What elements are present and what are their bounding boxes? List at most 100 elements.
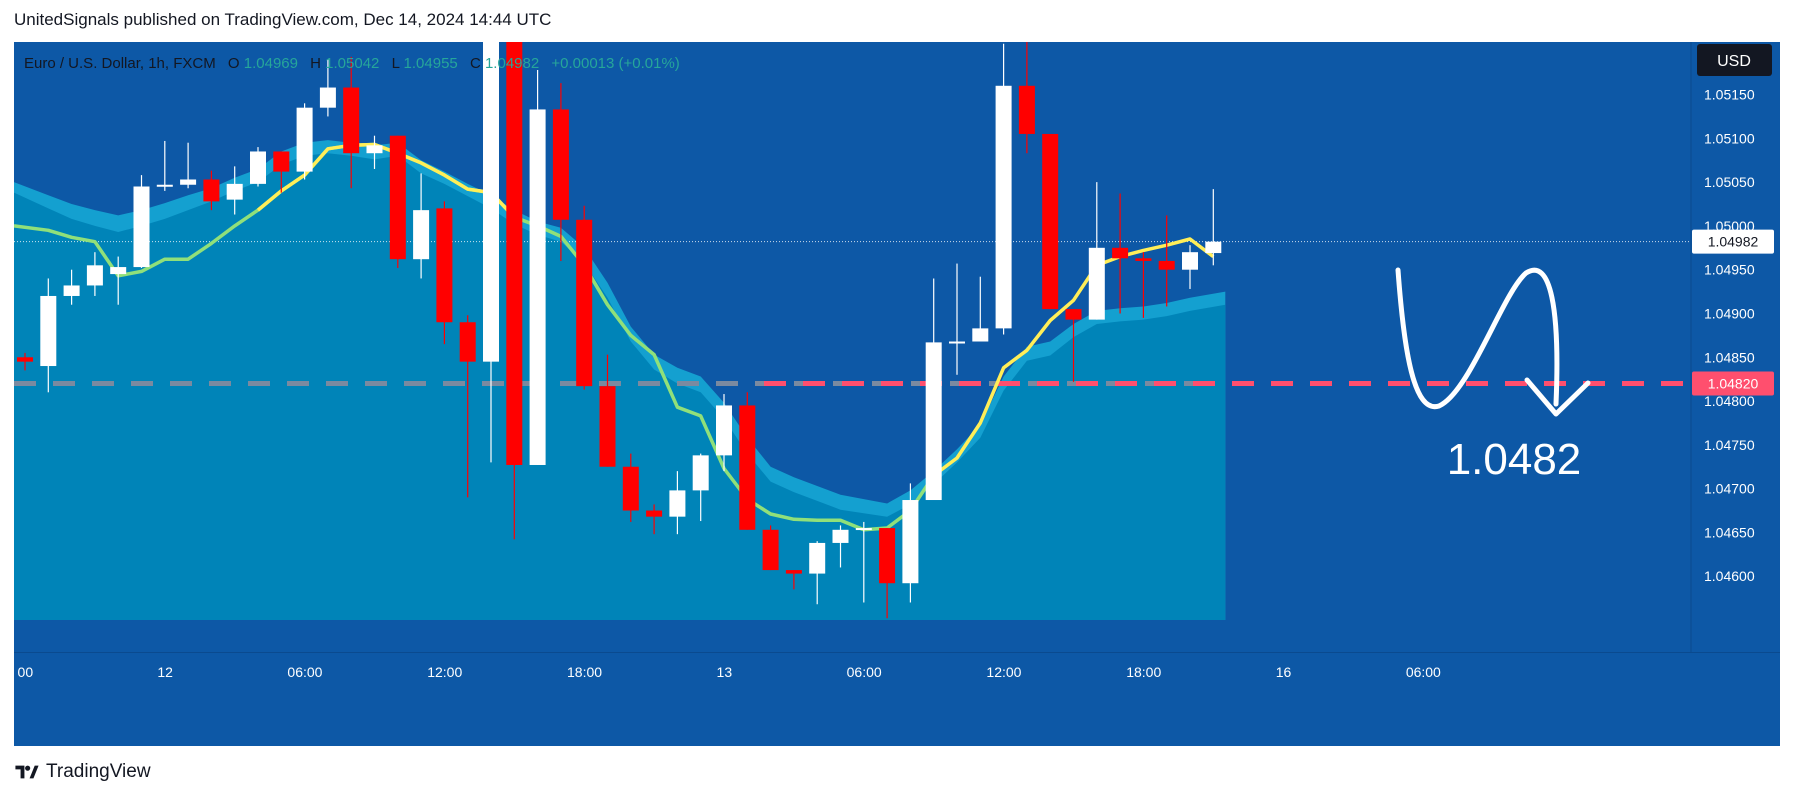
candle <box>40 278 57 393</box>
tradingview-footer: TradingView <box>14 760 151 784</box>
arrowhead <box>1524 377 1591 417</box>
candle <box>366 135 383 169</box>
candle <box>389 135 406 268</box>
candle <box>1205 189 1222 266</box>
candle <box>436 201 453 345</box>
price-chart[interactable]: 1.0482 Euro / U.S. Dollar, 1h, FXCM O 1.… <box>13 24 1780 652</box>
candle <box>110 256 127 305</box>
ema-yellow-upper-segment <box>256 142 516 219</box>
time-axis[interactable]: 00 12 06:00 12:00 18:00 13 06:00 12:00 18:00 16 06… <box>14 652 1780 688</box>
price-tick-label: 1.04950 <box>1704 262 1755 278</box>
time-tick-label: 06:00 <box>287 664 322 680</box>
price-ticks: 1.051501.051001.050501.050001.049501.049… <box>1704 87 1755 585</box>
price-tick-label: 1.04650 <box>1704 524 1755 540</box>
last-price-badge: 1.04982 <box>1692 229 1774 254</box>
candle <box>250 147 266 187</box>
brand-label: TradingView <box>46 761 151 782</box>
time-tick-label: 12 <box>157 664 173 680</box>
projection-path <box>1395 267 1560 410</box>
currency-badge[interactable]: USD <box>1697 44 1772 76</box>
candle <box>506 24 523 540</box>
l-label: L <box>392 55 400 72</box>
candle <box>646 504 663 535</box>
svg-text:1.04982: 1.04982 <box>1708 234 1759 250</box>
price-badges: 1.04982 1.04820 <box>1692 229 1774 396</box>
candle <box>1182 245 1198 289</box>
candle <box>319 59 336 117</box>
h-value: 1.05042 <box>325 55 379 72</box>
time-tick-label: 00 <box>18 664 34 680</box>
candle <box>1018 33 1035 154</box>
candle <box>1088 182 1105 320</box>
price-tick-label: 1.05150 <box>1704 87 1755 103</box>
candle <box>1135 252 1152 318</box>
chart-area[interactable]: 1.0482 Euro / U.S. Dollar, 1h, FXCM O 1.… <box>13 24 1780 746</box>
candle <box>622 453 639 522</box>
candle <box>343 56 360 189</box>
price-tick-label: 1.04700 <box>1704 481 1755 497</box>
time-tick-label: 06:00 <box>1406 664 1441 680</box>
candle <box>180 142 197 189</box>
ma-band <box>14 140 1226 620</box>
target-annotation: 1.0482 <box>1447 435 1582 484</box>
candle <box>692 453 709 522</box>
currency-label: USD <box>1717 53 1751 70</box>
candle <box>86 252 103 296</box>
time-tick-label: 12:00 <box>986 664 1021 680</box>
candle <box>739 392 756 530</box>
candle <box>459 315 476 498</box>
candle <box>949 263 965 375</box>
ohlc-legend: Euro / U.S. Dollar, 1h, FXCM O 1.04969 H… <box>24 55 680 72</box>
candle <box>552 83 569 261</box>
o-label: O <box>228 55 240 72</box>
candle <box>879 528 896 619</box>
candle <box>133 175 150 268</box>
o-value: 1.04969 <box>244 55 298 72</box>
time-tick-label: 06:00 <box>847 664 882 680</box>
c-label: C <box>470 55 481 72</box>
candle <box>156 140 173 191</box>
time-tick-label: 13 <box>717 664 733 680</box>
price-tick-label: 1.04750 <box>1704 437 1755 453</box>
price-axis[interactable] <box>1690 42 1780 652</box>
tradingview-logo-icon <box>15 765 39 779</box>
price-tick-label: 1.04600 <box>1704 568 1755 584</box>
candle <box>599 354 616 467</box>
svg-text:Euro / U.S. Dollar, 1h, FXCM: Euro / U.S. Dollar, 1h, FXCM O 1.04969 H… <box>24 55 680 72</box>
price-tick-label: 1.04800 <box>1704 393 1755 409</box>
price-tick-label: 1.04900 <box>1704 305 1755 321</box>
price-tick-label: 1.05050 <box>1704 174 1755 190</box>
candle <box>273 151 290 193</box>
symbol-label: Euro / U.S. Dollar, 1h, FXCM <box>24 55 216 72</box>
price-tick-label: 1.04850 <box>1704 349 1755 365</box>
candle <box>762 525 779 571</box>
candle <box>203 170 220 211</box>
price-tick-label: 1.05100 <box>1704 130 1755 146</box>
candle <box>413 173 430 279</box>
publisher-line: UnitedSignals published on TradingView.c… <box>14 10 552 29</box>
time-tick-label: 18:00 <box>1126 664 1161 680</box>
candle <box>63 269 80 305</box>
time-tick-label: 12:00 <box>427 664 462 680</box>
candle <box>576 205 593 390</box>
candle <box>296 103 313 180</box>
candles <box>17 24 1222 619</box>
candle <box>809 541 826 605</box>
candle <box>1112 193 1129 314</box>
candle <box>832 525 849 568</box>
candle <box>995 43 1012 335</box>
price-axis-background <box>1691 42 1780 652</box>
l-value: 1.04955 <box>404 55 458 72</box>
price-level-badge: 1.04820 <box>1692 371 1774 396</box>
time-tick-label: 18:00 <box>567 664 602 680</box>
time-tick-label: 16 <box>1276 664 1292 680</box>
svg-text:1.04820: 1.04820 <box>1708 376 1759 392</box>
change-value: +0.00013 (+0.01%) <box>551 55 679 72</box>
c-value: 1.04982 <box>485 55 539 72</box>
candle <box>902 483 919 603</box>
candle <box>716 394 732 472</box>
band-area <box>14 153 1226 620</box>
candle <box>1158 215 1175 307</box>
candle <box>972 276 989 342</box>
candle <box>226 166 243 215</box>
